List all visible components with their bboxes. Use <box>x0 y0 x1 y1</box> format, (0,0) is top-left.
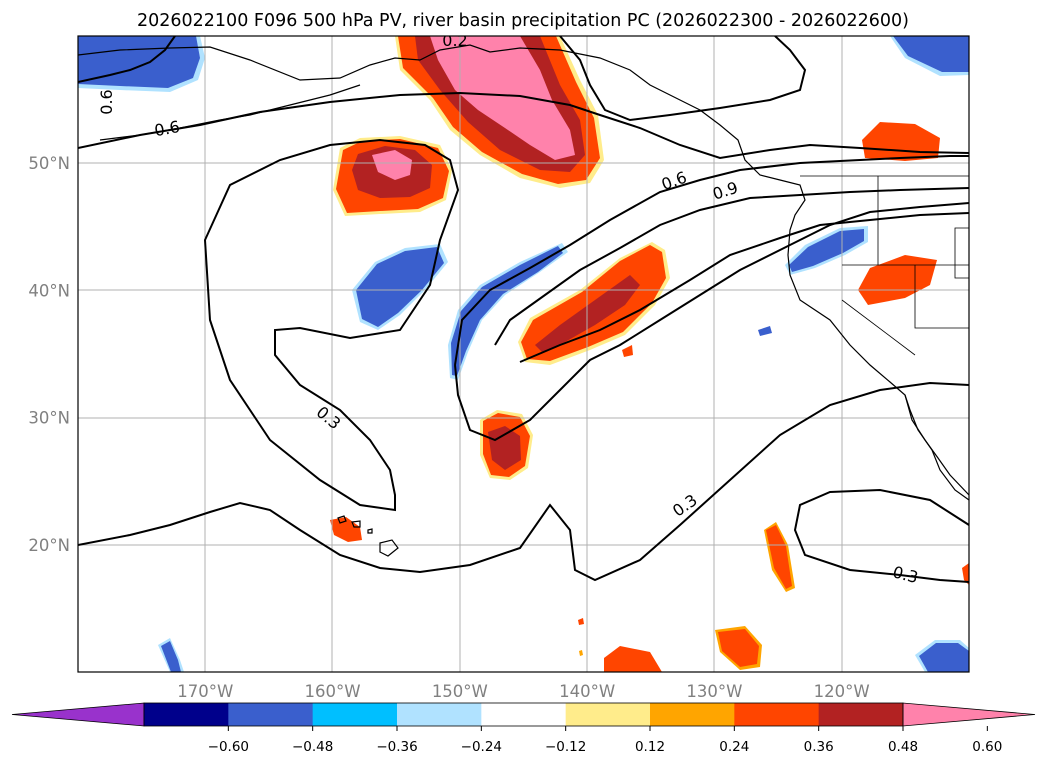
hawaii-island <box>337 515 347 524</box>
pv-contour-0.9 <box>494 187 969 346</box>
colorbar-segment <box>818 703 904 726</box>
colorbar-tick-label: −0.48 <box>292 739 333 755</box>
colorbar-segment <box>312 703 398 726</box>
colorbar-segment <box>228 703 314 726</box>
hawaii-island <box>367 528 373 534</box>
positive-anomaly-region <box>578 618 584 625</box>
positive-anomaly-region <box>858 255 937 305</box>
positive-anomaly-region <box>488 426 521 470</box>
colorbar-tick-label: −0.60 <box>208 739 249 755</box>
colorbar-extend-high <box>902 702 1036 727</box>
pv-contour-0.3 <box>203 138 460 512</box>
longitude-tick-label: 170°W <box>177 682 233 701</box>
pv-contour-0.9 <box>519 212 969 363</box>
positive-anomaly-region <box>330 517 362 542</box>
positive-anomaly-region <box>579 650 583 656</box>
latitude-tick-label: 20°N <box>28 536 70 555</box>
pv-contour-0.3 <box>454 202 969 442</box>
state-border <box>841 299 916 356</box>
baja-coast <box>904 394 969 501</box>
hawaii-island <box>379 539 399 557</box>
latitude-labels: 50°N 40°N 30°N 20°N <box>28 154 70 555</box>
colorbar: −0.60 −0.48 −0.36 −0.24 −0.12 0.12 0.24 0.36 0.4… <box>11 702 1036 755</box>
negative-anomaly-region <box>356 247 444 327</box>
pv-contours <box>78 36 969 583</box>
latitude-tick-label: 30°N <box>28 409 70 428</box>
longitude-tick-label: 130°W <box>686 682 742 701</box>
positive-anomaly-region <box>766 525 792 589</box>
figure-title: 2026022100 F096 500 hPa PV, river basin … <box>137 11 909 31</box>
latitude-tick-label: 50°N <box>28 154 70 173</box>
colorbar-tick-label: 0.48 <box>888 739 918 755</box>
colorbar-tick-label: 0.60 <box>972 739 1002 755</box>
colorbar-extend-low <box>11 702 145 727</box>
pv-contour-0.3 <box>78 381 969 582</box>
pv-contour-0.6 <box>78 36 176 83</box>
colorbar-segment <box>397 703 482 726</box>
colorbar-tick-label: −0.24 <box>461 739 502 755</box>
negative-anomaly-region <box>789 229 864 272</box>
contour-label: 0.2 <box>442 31 467 50</box>
colorbar-tick-label: 0.24 <box>719 739 749 755</box>
positive-anomaly-region <box>430 36 575 160</box>
positive-anomaly-region <box>718 629 759 667</box>
colorbar-tick-label: 0.36 <box>804 739 834 755</box>
map-area: 0.6 0.6 0.9 0.3 0.3 0.3 0.2 0.6 <box>78 31 969 672</box>
hawaii-island <box>351 520 361 528</box>
colorbar-segment <box>650 703 735 726</box>
longitude-tick-label: 150°W <box>432 682 488 701</box>
positive-anomaly-region <box>622 345 633 357</box>
positive-anomaly-region <box>604 646 662 672</box>
map-frame <box>77 35 970 673</box>
longitude-tick-label: 140°W <box>559 682 615 701</box>
pv-contour-0.6 <box>454 155 969 366</box>
pv-contour-0.3 <box>793 488 969 583</box>
latitude-tick-label: 40°N <box>28 281 70 300</box>
positive-anomaly-region <box>962 563 969 585</box>
pv-contour-0.6 <box>78 91 969 160</box>
longitude-labels: 170°W 160°W 150°W 140°W 130°W 120°W <box>177 682 869 701</box>
colorbar-segment <box>144 703 229 726</box>
state-border <box>954 227 969 279</box>
negative-anomaly-region <box>758 326 772 336</box>
colorbar-tick-label: −0.12 <box>545 739 586 755</box>
contour-label: 0.6 <box>153 117 181 140</box>
gridlines <box>78 36 969 672</box>
negative-anomaly-region <box>78 36 200 88</box>
pv-contour-0.3 <box>559 36 807 122</box>
precip-shading <box>78 36 969 672</box>
negative-anomaly-region <box>919 643 969 672</box>
negative-anomaly-region <box>161 641 181 672</box>
longitude-tick-label: 160°W <box>305 682 361 701</box>
negative-anomaly-region <box>451 246 563 376</box>
positive-anomaly-region <box>372 150 412 180</box>
colorbar-tick-label: 0.12 <box>635 739 665 755</box>
state-border <box>914 265 969 329</box>
contour-label: 0.6 <box>97 89 116 114</box>
longitude-tick-label: 120°W <box>814 682 870 701</box>
negative-anomaly-region <box>893 36 969 72</box>
colorbar-segment <box>481 703 567 726</box>
colorbar-frame <box>143 702 904 727</box>
colorbar-tick-label: −0.36 <box>376 739 417 755</box>
colorbar-segment <box>565 703 651 726</box>
colorbar-segment <box>734 703 820 726</box>
alaska-coast <box>78 44 969 496</box>
